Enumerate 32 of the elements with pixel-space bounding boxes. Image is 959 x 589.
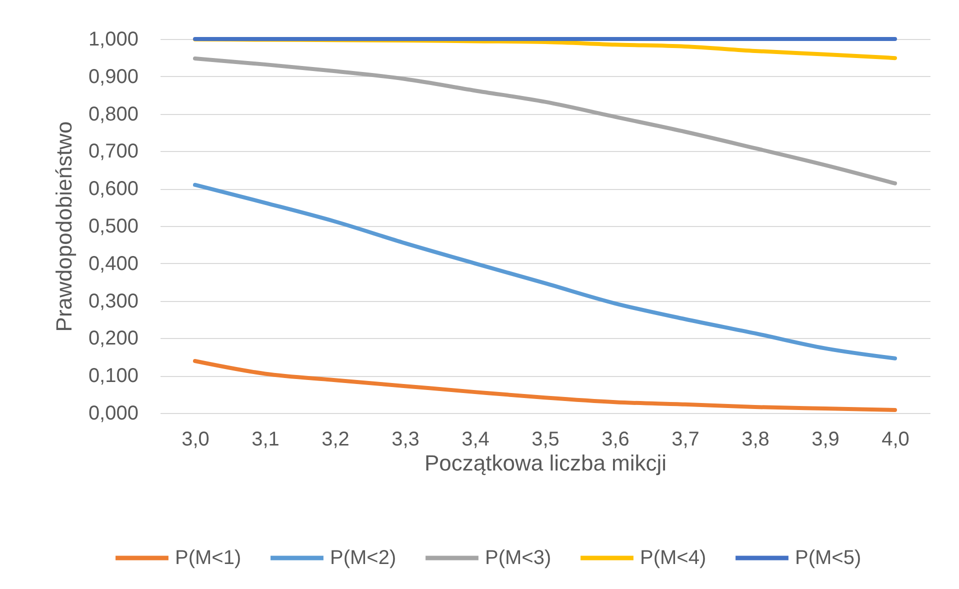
y-tick-label: 0,600: [88, 178, 138, 200]
legend-label: P(M<3): [485, 547, 552, 569]
legend-label: P(M<1): [175, 547, 242, 569]
line-series: [193, 359, 897, 412]
y-tick-label: 0,700: [88, 140, 138, 163]
x-tick-label: 3,3: [392, 428, 420, 450]
x-tick-label: 4,0: [882, 428, 910, 450]
x-tick-label: 3,4: [462, 428, 490, 450]
x-tick-label: 3,9: [812, 428, 840, 450]
y-tick-label: 0,100: [88, 365, 138, 388]
x-tick-label: 3,7: [672, 428, 700, 450]
y-tick-label: 1,000: [88, 28, 138, 50]
y-tick-label: 0,400: [88, 252, 138, 275]
y-tick-label: 0,800: [88, 103, 138, 126]
line-series: [193, 56, 897, 186]
x-tick-label: 3,2: [322, 428, 350, 450]
x-tick-label: 3,1: [252, 428, 280, 450]
legend-label: P(M<5): [795, 547, 862, 569]
y-tick-label: 0,300: [88, 290, 138, 312]
x-tick-label: 3,6: [602, 428, 630, 450]
y-tick-label: 0,000: [88, 402, 138, 424]
x-tick-label: 3,0: [182, 428, 210, 450]
x-axis-title: Początkowa liczba mikcji: [424, 450, 667, 476]
x-tick-label: 3,5: [532, 428, 560, 450]
legend-label: P(M<4): [640, 547, 706, 569]
y-axis-title: Prawdopodobieństwo: [51, 121, 76, 332]
y-tick-label: 0,900: [88, 66, 138, 88]
y-tick-label: 0,500: [88, 216, 138, 238]
line-series: [193, 182, 897, 360]
legend-label: P(M<2): [330, 547, 396, 569]
x-tick-label: 3,8: [742, 428, 770, 450]
y-tick-label: 0,200: [88, 328, 138, 350]
